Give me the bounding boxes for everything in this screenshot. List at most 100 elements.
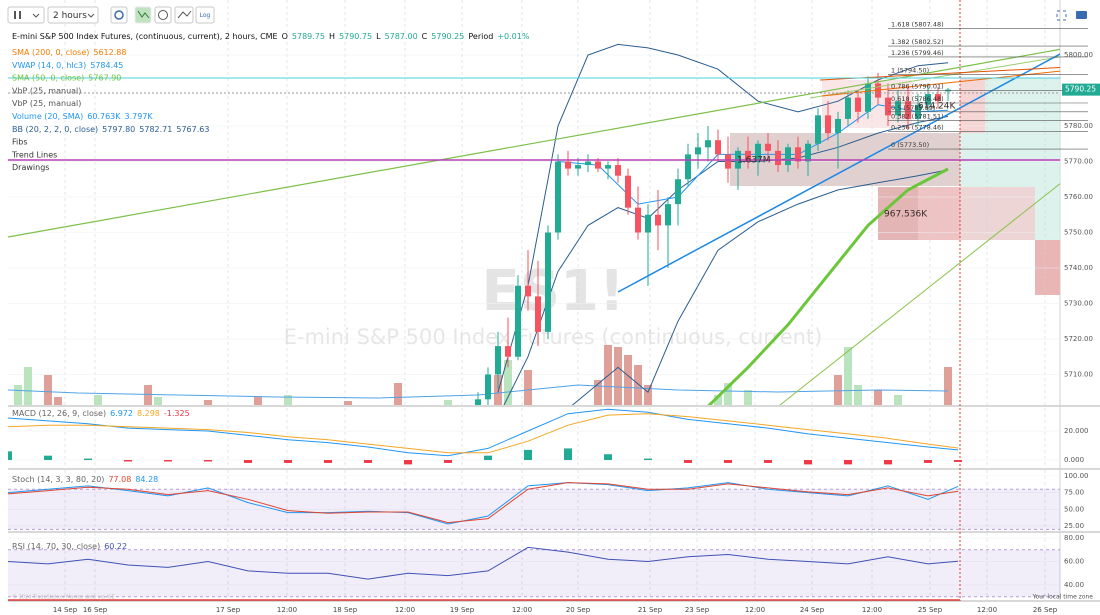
y-tick-label: 5750.00 [1064, 228, 1093, 236]
fib-label: 0.236 (5778.46) [891, 123, 944, 131]
x-tick-label: 19 Sep [450, 606, 475, 614]
pane-legend-value: 60.22 [104, 542, 127, 551]
volume-profile-box [918, 187, 1035, 240]
volume-bar [284, 395, 292, 405]
interval-select[interactable] [47, 6, 99, 24]
y-tick-label: 5720.00 [1064, 335, 1093, 343]
series-line [8, 408, 959, 457]
fullscreen-button[interactable] [1056, 10, 1067, 21]
indicator-label: Volume (20, SMA) [12, 112, 83, 121]
x-tick-label: 20 Sep [566, 606, 591, 614]
icon [32, 13, 40, 18]
volume-bar [54, 397, 62, 405]
histogram-bar [564, 448, 572, 461]
x-tick-label: 24 Sep [800, 606, 825, 614]
toolbar: 2 hours Log [7, 6, 1087, 24]
histogram-bar [124, 460, 132, 462]
chart-style-button[interactable] [7, 6, 45, 24]
candle-body [935, 94, 941, 102]
x-tick-label: 16 Sep [83, 606, 108, 614]
pane [8, 470, 1060, 532]
y-tick-label: 5780.00 [1064, 122, 1093, 130]
x-tick-label: 25 Sep [918, 606, 943, 614]
icon [158, 10, 168, 20]
volume-bar [444, 400, 452, 405]
change-value: +0.01% [497, 32, 530, 41]
period-label: Period [468, 32, 493, 41]
price-label-bg [1062, 83, 1100, 96]
y-tick-label: 0.000 [1064, 456, 1084, 464]
candle-body [545, 232, 551, 332]
pane-legend-value: 8.298 [137, 409, 160, 418]
histogram-bar [844, 460, 852, 465]
y-tick-label: 75.00 [1064, 489, 1084, 497]
volume-bar [204, 400, 212, 405]
histogram-bar [44, 455, 52, 461]
histogram-bar [364, 460, 372, 463]
band [8, 549, 1060, 597]
indicator-value: 3.797K [125, 112, 154, 121]
fib-label: 0.5 (5783.99) [891, 104, 935, 112]
pane-legend-value: 6.972 [110, 409, 133, 418]
icon [87, 13, 95, 18]
settings-button[interactable] [110, 6, 128, 24]
candle-body [585, 161, 591, 166]
y-tick-label: 25.00 [1064, 522, 1084, 530]
legend-row: BB (20, 2, 2, 0, close) 5797.80 5782.71 576… [12, 124, 209, 133]
trend-line [779, 183, 1060, 405]
y-tick-label: 5730.00 [1064, 299, 1093, 307]
indicator-value: 5782.71 [139, 124, 172, 133]
candle-body [635, 207, 641, 233]
series-line [8, 482, 959, 525]
x-tick-label: 12:00 [395, 606, 415, 614]
snapshot-button[interactable] [1076, 11, 1087, 19]
candle-body [865, 83, 871, 112]
candle-body [685, 154, 691, 180]
indicator-label: BB (20, 2, 2, 0, close) [12, 124, 98, 133]
histogram-bar [244, 460, 252, 463]
x-tick-label: 21 Sep [638, 606, 663, 614]
indicator-value: 5797.80 [102, 124, 135, 133]
fib-label: 0.382 (5781.51) [891, 113, 944, 121]
x-tick-label: 26 Sep [1033, 606, 1058, 614]
candle-body [745, 150, 751, 162]
series-line [8, 482, 959, 524]
candle-body [855, 97, 861, 112]
x-tick-label: 12:00 [862, 606, 882, 614]
pane-legend-label: MACD (12, 26, 9, close) [12, 409, 106, 418]
ohlc-value: 5787.00 [385, 32, 418, 41]
indicator-label: VbP (25, manual) [12, 86, 81, 95]
x-tick-label: 12:00 [745, 606, 765, 614]
ohlc-label: L [376, 32, 381, 41]
fib-label: 0 (5773.50) [891, 141, 929, 149]
y-tick-label: 100.00 [1064, 472, 1089, 480]
candle-body [515, 285, 521, 357]
volume-profile-box [1035, 240, 1060, 295]
histogram-bar [84, 458, 92, 461]
y-tick-label: 50.00 [1064, 505, 1084, 513]
indicator-value: 5612.88 [93, 48, 126, 57]
candle-body [505, 346, 511, 357]
y-tick-label: 5770.00 [1064, 158, 1093, 166]
ohlc-value: 5790.25 [431, 32, 464, 41]
x-tick-label: 12:00 [277, 606, 297, 614]
legend-row: VbP (25, manual) [12, 86, 81, 95]
pane-legend-value: 84.28 [135, 475, 158, 484]
y-tick-label: 5800.00 [1064, 51, 1093, 59]
price-label: 5790.25 [1065, 85, 1096, 94]
histogram-bar [884, 460, 892, 465]
log-button[interactable] [195, 6, 215, 24]
candle-body [495, 346, 501, 375]
histogram-bar [644, 458, 652, 461]
watermark-symbol: ES1! [481, 259, 624, 324]
trend-line [809, 56, 1060, 99]
legend-row: Stoch (14, 3, 3, 80, 20) 77.08 84.28 [12, 475, 158, 484]
time-button[interactable] [154, 6, 172, 24]
draw-button[interactable] [174, 6, 194, 24]
candle-body [925, 94, 931, 105]
histogram-bar [724, 460, 732, 463]
volume-bar [44, 375, 52, 405]
timezone-label: Your local time zone [1032, 594, 1094, 601]
y-tick-label: 5740.00 [1064, 264, 1093, 272]
